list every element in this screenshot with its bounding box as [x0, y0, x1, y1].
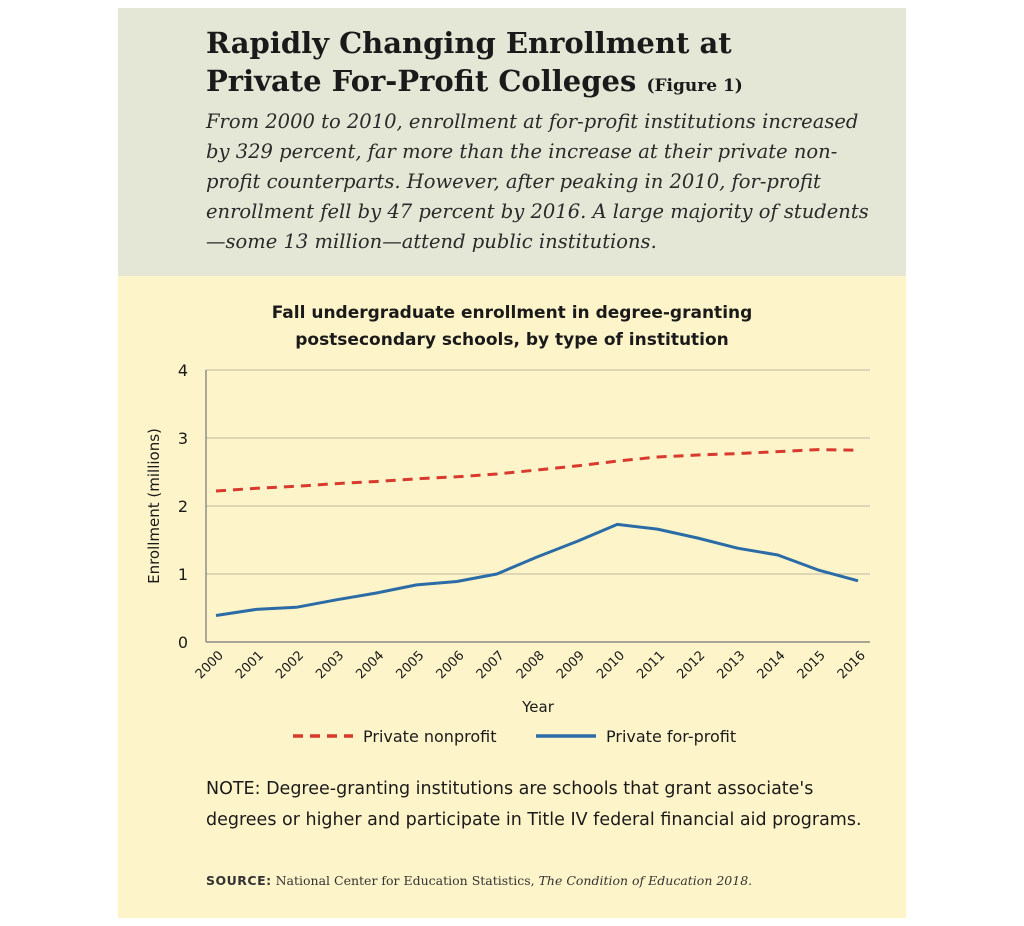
x-tick-label: 2008	[514, 648, 548, 682]
y-tick-label: 2	[178, 497, 188, 516]
chart-note: NOTE: Degree-granting institutions are s…	[206, 779, 862, 830]
figure-tag: (Figure 1)	[646, 76, 743, 96]
legend-label: Private nonprofit	[363, 727, 496, 746]
chart-title: Fall undergraduate enrollment in degree-…	[118, 300, 906, 354]
figure-lede: From 2000 to 2010, enrollment at for-pro…	[206, 110, 869, 253]
y-tick-label: 0	[178, 633, 188, 652]
figure-header: Rapidly Changing Enrollment at Private F…	[118, 8, 906, 276]
x-tick-label: 2010	[594, 648, 628, 682]
x-tick-label: 2013	[714, 648, 748, 682]
series-line-private-nonprofit	[215, 448, 859, 493]
x-tick-label: 2015	[795, 648, 829, 682]
x-tick-label: 2004	[353, 648, 387, 682]
x-tick-label: 2006	[434, 648, 468, 682]
x-tick-label: 2011	[634, 648, 668, 682]
source-label: SOURCE:	[206, 873, 272, 888]
x-tick-label: 2000	[193, 648, 227, 682]
y-tick-label: 4	[178, 361, 188, 380]
y-tick-label: 1	[178, 565, 188, 584]
figure-panel: Rapidly Changing Enrollment at Private F…	[118, 8, 906, 918]
x-axis-title: Year	[521, 698, 555, 716]
x-tick-label: 2014	[755, 648, 789, 682]
title-line-1: Rapidly Changing Enrollment at	[206, 26, 732, 60]
chart-title-line-1: Fall undergraduate enrollment in degree-…	[271, 303, 753, 323]
x-tick-label: 2009	[554, 648, 588, 682]
legend-label: Private for-profit	[606, 727, 736, 746]
x-tick-label: 2016	[835, 648, 869, 682]
y-tick-label: 3	[178, 429, 188, 448]
x-tick-label: 2001	[233, 648, 267, 682]
y-axis-title: Enrollment (millions)	[145, 428, 163, 584]
x-tick-label: 2002	[273, 648, 307, 682]
x-tick-label: 2012	[674, 648, 708, 682]
figure-title: Rapidly Changing Enrollment at Private F…	[206, 24, 886, 105]
source-text: National Center for Education Statistics…	[275, 873, 539, 888]
x-tick-label: 2005	[393, 648, 427, 682]
x-tick-label: 2003	[313, 648, 347, 682]
source-publication: The Condition of Education 2018.	[538, 873, 753, 888]
chart-title-line-2: postsecondary schools, by type of instit…	[295, 330, 729, 350]
source-line: SOURCE: National Center for Education St…	[206, 872, 886, 890]
x-tick-label: 2007	[474, 648, 508, 682]
series-line-private-for-profit	[215, 522, 859, 617]
title-line-2: Private For-Profit Colleges	[206, 64, 637, 98]
